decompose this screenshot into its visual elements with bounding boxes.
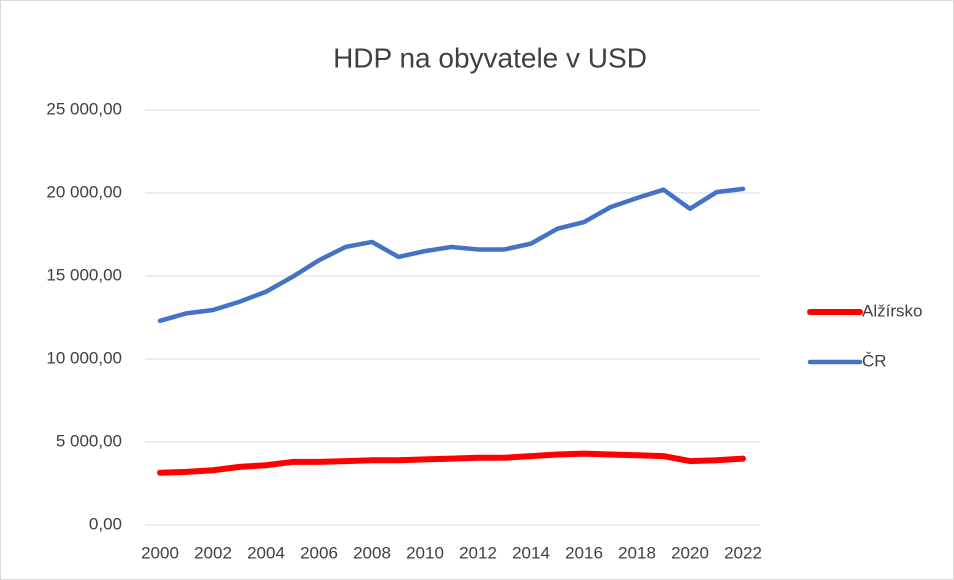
x-tick-label: 2016 xyxy=(565,543,603,562)
y-tick-label: 0,00 xyxy=(89,514,122,533)
x-tick-label: 2014 xyxy=(512,543,550,562)
x-tick-label: 2010 xyxy=(406,543,444,562)
y-tick-label: 15 000,00 xyxy=(46,265,122,284)
legend-label: ČR xyxy=(862,351,887,370)
x-tick-label: 2004 xyxy=(247,543,285,562)
x-tick-label: 2022 xyxy=(724,543,762,562)
x-tick-label: 2006 xyxy=(300,543,338,562)
x-tick-label: 2018 xyxy=(618,543,656,562)
y-tick-label: 5 000,00 xyxy=(56,431,122,450)
y-tick-label: 10 000,00 xyxy=(46,348,122,367)
series-line xyxy=(157,186,746,324)
x-tick-label: 2020 xyxy=(671,543,709,562)
series-line xyxy=(157,450,746,476)
x-tick-label: 2000 xyxy=(141,543,179,562)
legend-label: Alžírsko xyxy=(862,301,922,320)
y-tick-label: 25 000,00 xyxy=(46,99,122,118)
x-tick-label: 2008 xyxy=(353,543,391,562)
x-tick-label: 2012 xyxy=(459,543,497,562)
x-tick-label: 2002 xyxy=(194,543,232,562)
y-tick-label: 20 000,00 xyxy=(46,182,122,201)
chart-title: HDP na obyvatele v USD xyxy=(333,42,647,73)
